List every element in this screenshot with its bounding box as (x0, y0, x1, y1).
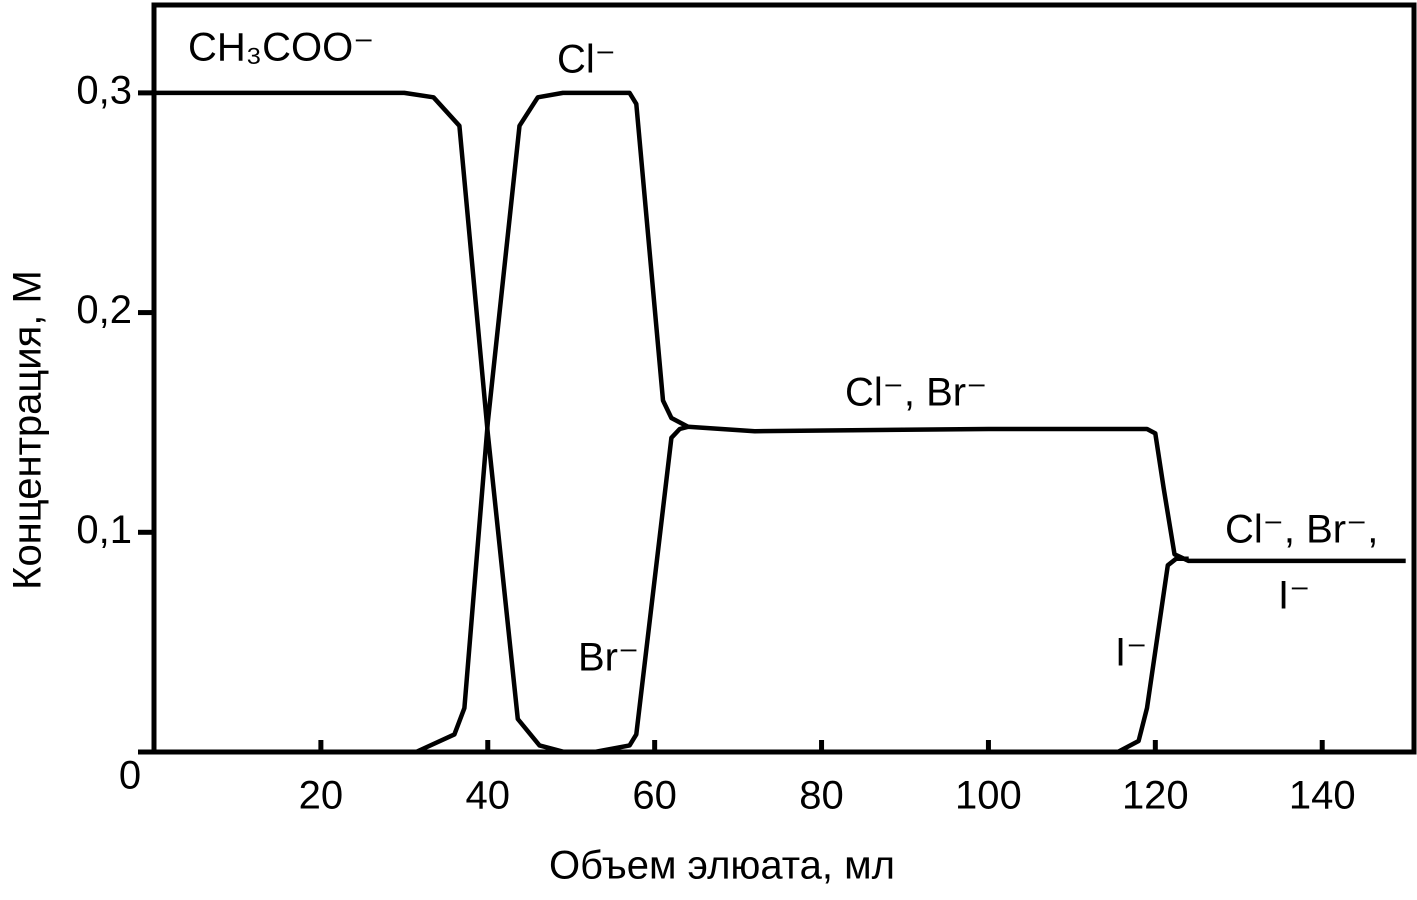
annotation: Cl⁻ (557, 38, 616, 82)
x-axis-label: Объем элюата, мл (549, 844, 895, 888)
y-tick-label: 0,1 (76, 508, 132, 552)
annotation: Cl⁻, Br⁻ (845, 371, 987, 415)
data-line (1116, 556, 1189, 754)
annotation: I⁻ (1115, 631, 1147, 675)
y-tick-label: 0,3 (76, 68, 132, 112)
data-line (154, 90, 566, 755)
annotation: Br⁻ (578, 636, 639, 680)
annotation: Cl⁻, Br⁻, (1225, 508, 1378, 552)
annotation: CH₃COO⁻ (188, 26, 374, 70)
x-tick-label: 100 (955, 774, 1022, 818)
x-tick-label: 40 (466, 774, 511, 818)
x-tick-label: 140 (1289, 774, 1356, 818)
x-tick-label: 80 (799, 774, 844, 818)
data-line (415, 90, 690, 755)
data-line (594, 424, 1406, 755)
y-tick-label: 0 (119, 754, 141, 798)
x-tick-label: 20 (299, 774, 344, 818)
x-tick-label: 120 (1122, 774, 1189, 818)
plot-frame (151, 2, 1417, 755)
annotation: I⁻ (1278, 574, 1310, 618)
y-tick-label: 0,2 (76, 288, 132, 332)
y-axis-label: Концентрация, М (6, 270, 50, 590)
x-tick-label: 60 (632, 774, 677, 818)
